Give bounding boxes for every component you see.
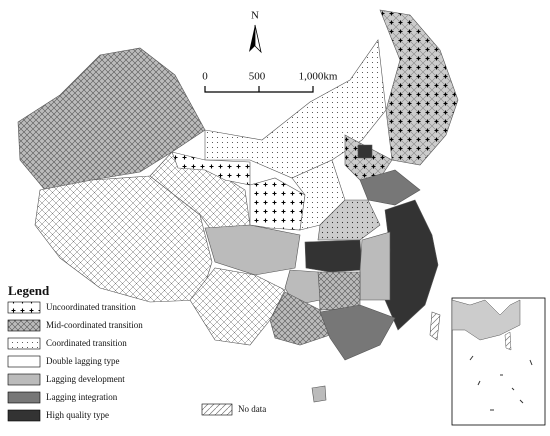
legend-label: Uncoordinated transition [46, 302, 136, 312]
scale-label: 500 [249, 71, 266, 83]
region [379, 9, 459, 166]
region [317, 199, 381, 241]
provinces [17, 9, 459, 403]
legend-swatch [7, 319, 41, 332]
scale-bar: 0 500 1,000km [202, 71, 338, 93]
legend-label: No data [238, 404, 266, 414]
region [357, 144, 373, 159]
inset-land [451, 299, 521, 341]
legend-swatch [201, 403, 233, 416]
region [384, 199, 439, 331]
region [359, 231, 391, 301]
legend: Legend Uncoordinated transition Mid-coor… [7, 283, 266, 422]
legend-label: Double lagging type [46, 356, 120, 366]
legend-swatch [7, 391, 41, 404]
region [171, 151, 251, 186]
legend-label: Lagging integration [46, 392, 118, 402]
legend-title: Legend [8, 283, 50, 298]
legend-label: High quality type [46, 410, 109, 420]
region [317, 271, 361, 311]
region [204, 39, 387, 179]
region [319, 304, 396, 361]
legend-label: Lagging development [46, 374, 125, 384]
legend-swatch [7, 355, 41, 368]
legend-label: Mid-coordinated transition [46, 320, 143, 330]
legend-swatch [7, 409, 41, 422]
compass-label: N [251, 10, 259, 22]
region [429, 311, 441, 341]
region [359, 169, 421, 206]
region [304, 239, 363, 273]
inset-land [504, 331, 512, 351]
scale-line [204, 86, 314, 93]
scale-label: 1,000km [299, 71, 338, 83]
compass: N [249, 10, 262, 54]
legend-label: Coordinated transition [46, 338, 127, 348]
inset [451, 297, 546, 426]
region [17, 47, 206, 191]
inset-islands [469, 355, 533, 411]
legend-swatch [7, 301, 41, 314]
legend-swatch [7, 337, 41, 350]
scale-label: 0 [202, 71, 208, 83]
region [311, 385, 327, 403]
compass-arrow [254, 24, 262, 54]
region [204, 224, 301, 276]
legend-swatch [7, 373, 41, 386]
compass-arrow [249, 25, 255, 52]
region [249, 177, 306, 231]
region [189, 267, 286, 346]
